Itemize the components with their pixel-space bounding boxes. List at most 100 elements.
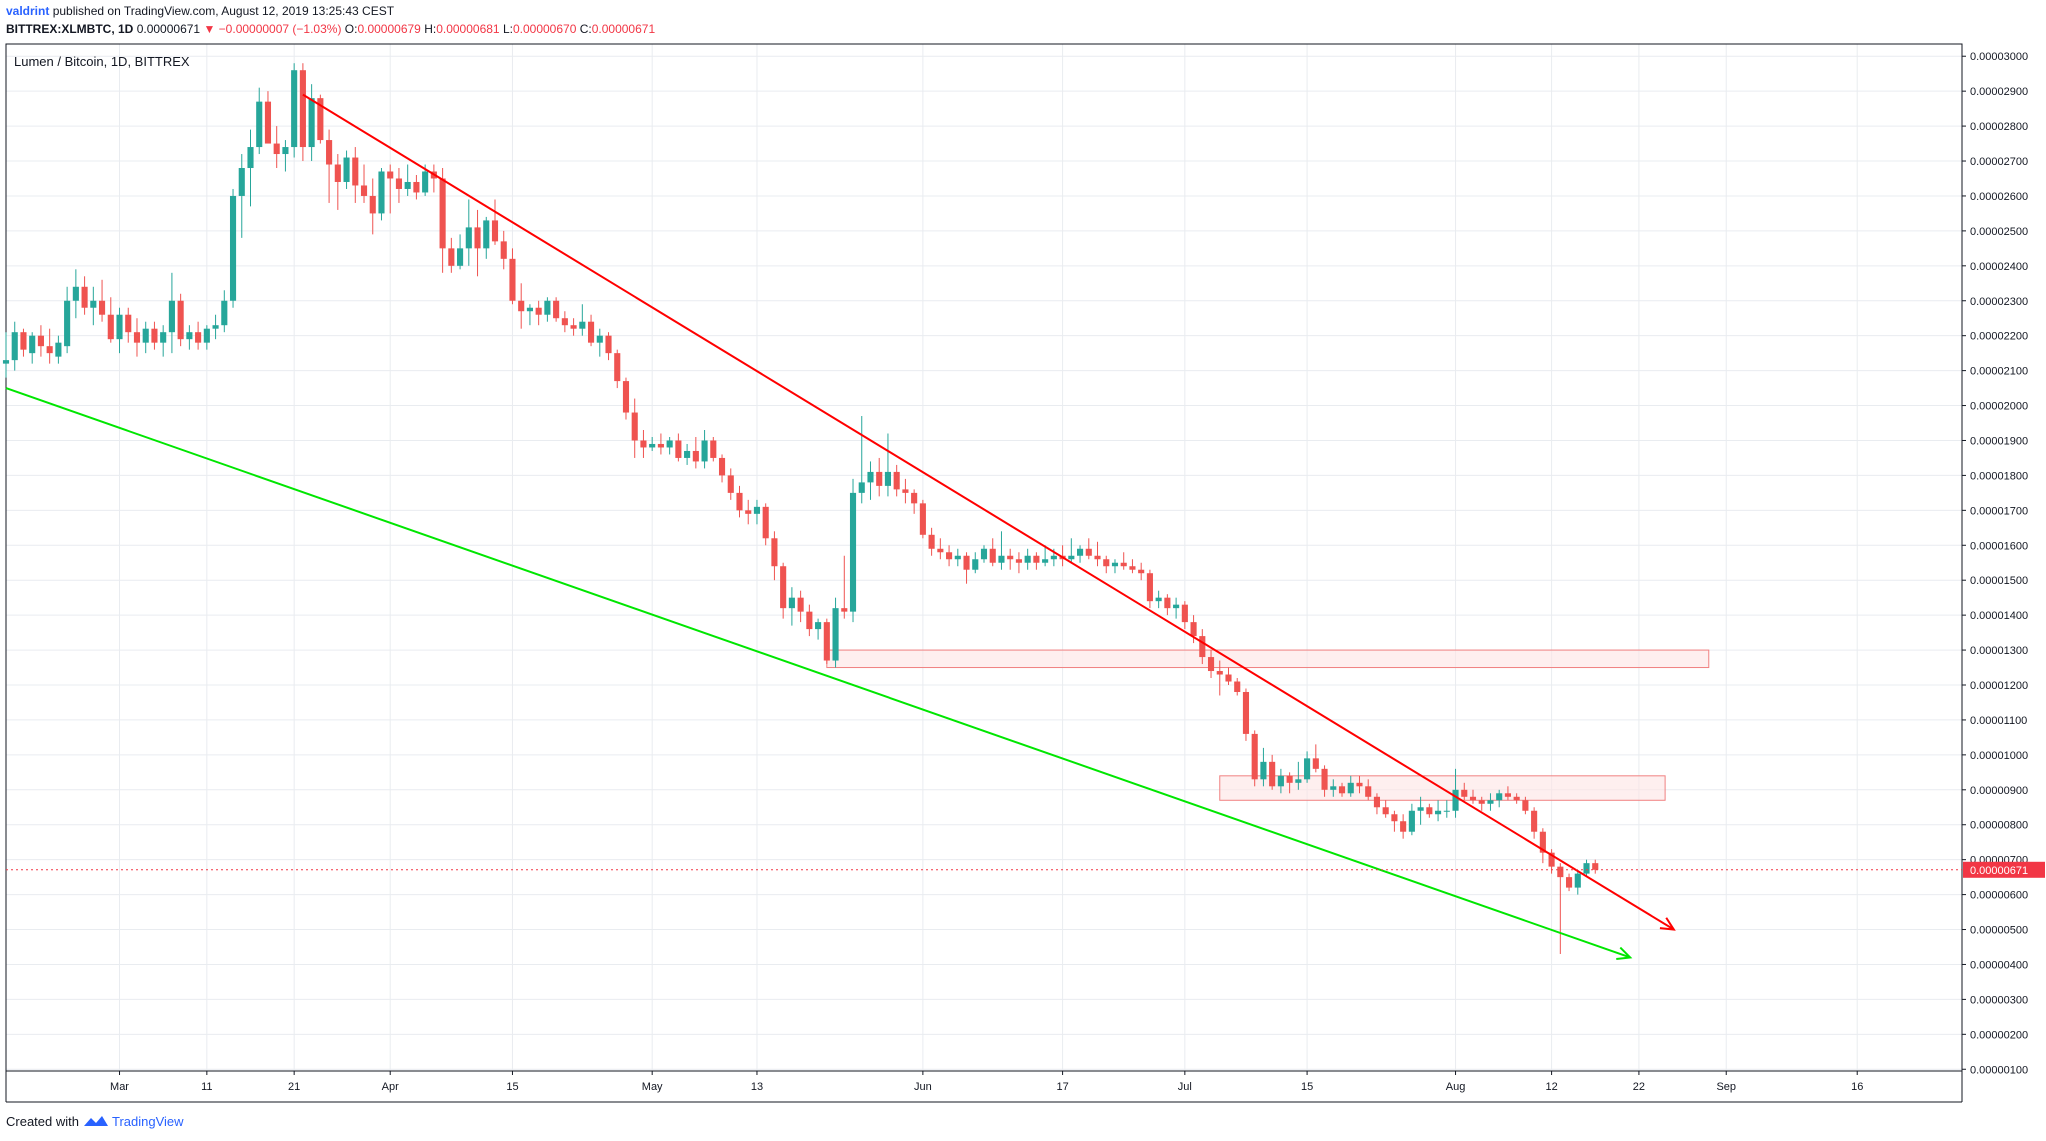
candle-down bbox=[273, 143, 280, 155]
candle-down bbox=[614, 353, 621, 382]
price-tick-label: 0.00002400 bbox=[1970, 261, 2028, 273]
candle-down bbox=[1565, 877, 1573, 888]
candle-down bbox=[1225, 674, 1232, 682]
candle-down bbox=[125, 314, 132, 333]
candle-down bbox=[911, 492, 918, 504]
candle-up bbox=[980, 548, 988, 560]
candle-down bbox=[1356, 782, 1363, 787]
candle-up bbox=[186, 332, 193, 340]
publish-line: valdrint published on TradingView.com, A… bbox=[6, 2, 2036, 20]
close-value: 0.00000671 bbox=[591, 22, 656, 36]
tradingview-logo-icon bbox=[83, 1116, 108, 1126]
candle-down bbox=[1015, 559, 1022, 563]
time-tick-label: Sep bbox=[1716, 1081, 1736, 1093]
candle-up bbox=[116, 314, 123, 340]
candle-down bbox=[902, 489, 909, 493]
candle-up bbox=[1487, 800, 1494, 804]
candle-down bbox=[1478, 800, 1485, 804]
candle-down bbox=[151, 328, 158, 343]
candle-down bbox=[509, 258, 516, 301]
candle-down bbox=[1269, 761, 1276, 787]
price-tick-label: 0.00001400 bbox=[1970, 610, 2028, 622]
candle-down bbox=[1242, 691, 1250, 734]
symbol-label[interactable]: BITTREX:XLMBTC, 1D bbox=[6, 22, 134, 36]
candle-up bbox=[404, 181, 411, 189]
candle-down bbox=[439, 178, 446, 249]
candle-up bbox=[649, 443, 656, 448]
price-tick-label: 0.00000600 bbox=[1970, 890, 2028, 902]
last-price-marker-bg bbox=[1963, 861, 2045, 878]
price-tick-label: 0.00001000 bbox=[1970, 750, 2028, 762]
time-axis: Mar 11 21 Apr 15 May 13 Jun 17 Jul 15 Aug 12 22 Sep 16 bbox=[110, 1071, 1863, 1093]
candle-up bbox=[291, 70, 298, 148]
price-tick-label: 0.00002700 bbox=[1970, 156, 2028, 168]
candle-up bbox=[212, 325, 219, 329]
candle-down bbox=[20, 332, 27, 350]
price-tick-label: 0.00000300 bbox=[1970, 994, 2028, 1006]
candle-up bbox=[1024, 555, 1031, 563]
price-tick-label: 0.00000900 bbox=[1970, 785, 2028, 797]
candle-down bbox=[334, 164, 341, 182]
time-tick-label: Jun bbox=[914, 1081, 932, 1093]
candle-up bbox=[238, 168, 245, 196]
candle-up bbox=[1155, 597, 1162, 602]
price-tick-label: 0.00002300 bbox=[1970, 296, 2028, 308]
price-tick-label: 0.00001200 bbox=[1970, 680, 2028, 692]
candle-down bbox=[474, 227, 481, 249]
candle-down bbox=[841, 608, 848, 612]
candle-down bbox=[1522, 800, 1529, 811]
candle-down bbox=[1461, 789, 1468, 797]
candle-up bbox=[884, 471, 892, 486]
candle-down bbox=[535, 307, 542, 315]
author-link[interactable]: valdrint bbox=[6, 4, 50, 18]
trendlines bbox=[5, 93, 1676, 961]
candle-up bbox=[1304, 758, 1311, 780]
tradingview-brand[interactable]: TradingView bbox=[112, 1114, 184, 1129]
candle-down bbox=[1391, 814, 1398, 822]
candle-up bbox=[849, 492, 857, 612]
candle-down bbox=[806, 611, 813, 630]
candle-down bbox=[317, 98, 324, 141]
candle-up bbox=[701, 440, 708, 462]
candle-down bbox=[797, 597, 804, 612]
candle-up bbox=[29, 335, 36, 354]
candle-down bbox=[570, 325, 577, 329]
pane-title: Lumen / Bitcoin, 1D, BITTREX bbox=[14, 54, 190, 69]
time-tick-label: 22 bbox=[1633, 1081, 1645, 1093]
support-trendline bbox=[5, 387, 1631, 959]
candle-down bbox=[1085, 548, 1092, 556]
price-tick-label: 0.00002800 bbox=[1970, 121, 2028, 133]
time-tick-label: 15 bbox=[1301, 1081, 1313, 1093]
candle-up bbox=[832, 608, 839, 661]
candle-up bbox=[1076, 548, 1084, 556]
time-tick-label: Mar bbox=[110, 1081, 129, 1093]
close-label: C: bbox=[579, 22, 592, 36]
candle-down bbox=[692, 450, 699, 462]
candle-down bbox=[177, 300, 184, 340]
time-tick-label: Aug bbox=[1446, 1081, 1466, 1093]
time-tick-label: 16 bbox=[1851, 1081, 1863, 1093]
candle-up bbox=[1443, 810, 1450, 812]
candle-down bbox=[1286, 775, 1293, 783]
candle-down bbox=[1251, 733, 1258, 780]
candle-down bbox=[413, 181, 420, 193]
time-tick-label: 13 bbox=[751, 1081, 763, 1093]
candle-up bbox=[1496, 793, 1503, 801]
candle-down bbox=[133, 332, 141, 343]
candle-down bbox=[946, 552, 953, 560]
candle-up bbox=[1068, 555, 1075, 560]
candle-up bbox=[1111, 562, 1119, 567]
candle-up bbox=[247, 147, 254, 169]
candle-up bbox=[378, 171, 385, 214]
candle-up bbox=[1260, 761, 1267, 780]
candle-down bbox=[1103, 559, 1110, 567]
candle-down bbox=[387, 171, 394, 179]
resistance-arrowhead bbox=[1659, 917, 1676, 931]
candle-up bbox=[1574, 873, 1581, 888]
time-tick-label: 17 bbox=[1056, 1081, 1068, 1093]
candle-up bbox=[72, 286, 79, 301]
price-tick-label: 0.00002600 bbox=[1970, 191, 2028, 203]
candle-up bbox=[55, 342, 62, 357]
price-tick-label: 0.00002900 bbox=[1970, 86, 2028, 98]
